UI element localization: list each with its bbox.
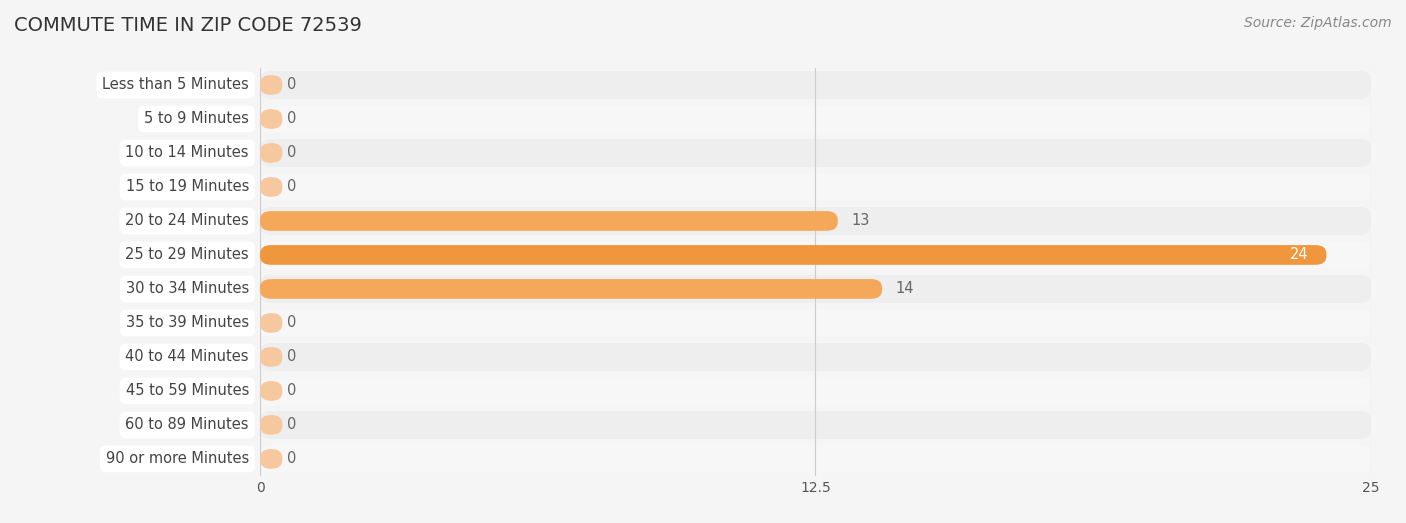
FancyBboxPatch shape <box>260 415 283 435</box>
FancyBboxPatch shape <box>260 109 283 129</box>
Text: 35 to 39 Minutes: 35 to 39 Minutes <box>127 315 249 331</box>
Text: 30 to 34 Minutes: 30 to 34 Minutes <box>125 281 249 297</box>
FancyBboxPatch shape <box>260 245 1326 265</box>
FancyBboxPatch shape <box>260 207 1371 235</box>
Text: 5 to 9 Minutes: 5 to 9 Minutes <box>145 111 249 127</box>
Text: 0: 0 <box>287 111 297 127</box>
FancyBboxPatch shape <box>260 309 1371 337</box>
FancyBboxPatch shape <box>260 71 1371 99</box>
Text: 0: 0 <box>287 383 297 399</box>
FancyBboxPatch shape <box>260 139 1371 167</box>
FancyBboxPatch shape <box>260 143 283 163</box>
FancyBboxPatch shape <box>260 211 838 231</box>
Text: 0: 0 <box>287 145 297 161</box>
Text: 0: 0 <box>287 417 297 433</box>
FancyBboxPatch shape <box>260 347 283 367</box>
Text: 20 to 24 Minutes: 20 to 24 Minutes <box>125 213 249 229</box>
Text: 0: 0 <box>287 179 297 195</box>
Text: 13: 13 <box>851 213 869 229</box>
Text: 60 to 89 Minutes: 60 to 89 Minutes <box>125 417 249 433</box>
FancyBboxPatch shape <box>260 445 1371 473</box>
FancyBboxPatch shape <box>260 173 1371 201</box>
Text: 0: 0 <box>287 77 297 93</box>
FancyBboxPatch shape <box>260 377 1371 405</box>
FancyBboxPatch shape <box>260 343 1371 371</box>
FancyBboxPatch shape <box>260 279 882 299</box>
Text: 40 to 44 Minutes: 40 to 44 Minutes <box>125 349 249 365</box>
Text: COMMUTE TIME IN ZIP CODE 72539: COMMUTE TIME IN ZIP CODE 72539 <box>14 16 361 35</box>
Text: 24: 24 <box>1291 247 1309 263</box>
FancyBboxPatch shape <box>260 381 283 401</box>
Text: 45 to 59 Minutes: 45 to 59 Minutes <box>125 383 249 399</box>
Text: 0: 0 <box>287 315 297 331</box>
FancyBboxPatch shape <box>260 177 283 197</box>
FancyBboxPatch shape <box>260 105 1371 133</box>
FancyBboxPatch shape <box>260 75 283 95</box>
Text: 25 to 29 Minutes: 25 to 29 Minutes <box>125 247 249 263</box>
FancyBboxPatch shape <box>260 241 1371 269</box>
FancyBboxPatch shape <box>260 275 1371 303</box>
Text: Source: ZipAtlas.com: Source: ZipAtlas.com <box>1244 16 1392 30</box>
FancyBboxPatch shape <box>260 313 283 333</box>
Text: Less than 5 Minutes: Less than 5 Minutes <box>103 77 249 93</box>
Text: 0: 0 <box>287 451 297 467</box>
Text: 15 to 19 Minutes: 15 to 19 Minutes <box>125 179 249 195</box>
Text: 90 or more Minutes: 90 or more Minutes <box>105 451 249 467</box>
FancyBboxPatch shape <box>260 411 1371 439</box>
Text: 0: 0 <box>287 349 297 365</box>
FancyBboxPatch shape <box>260 449 283 469</box>
Text: 14: 14 <box>896 281 914 297</box>
Text: 10 to 14 Minutes: 10 to 14 Minutes <box>125 145 249 161</box>
